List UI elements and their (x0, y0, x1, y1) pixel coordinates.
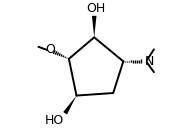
Text: O: O (45, 43, 55, 56)
Polygon shape (92, 16, 96, 37)
Polygon shape (63, 95, 76, 114)
Text: HO: HO (45, 114, 64, 127)
Text: N: N (144, 55, 154, 68)
Text: OH: OH (86, 2, 105, 15)
